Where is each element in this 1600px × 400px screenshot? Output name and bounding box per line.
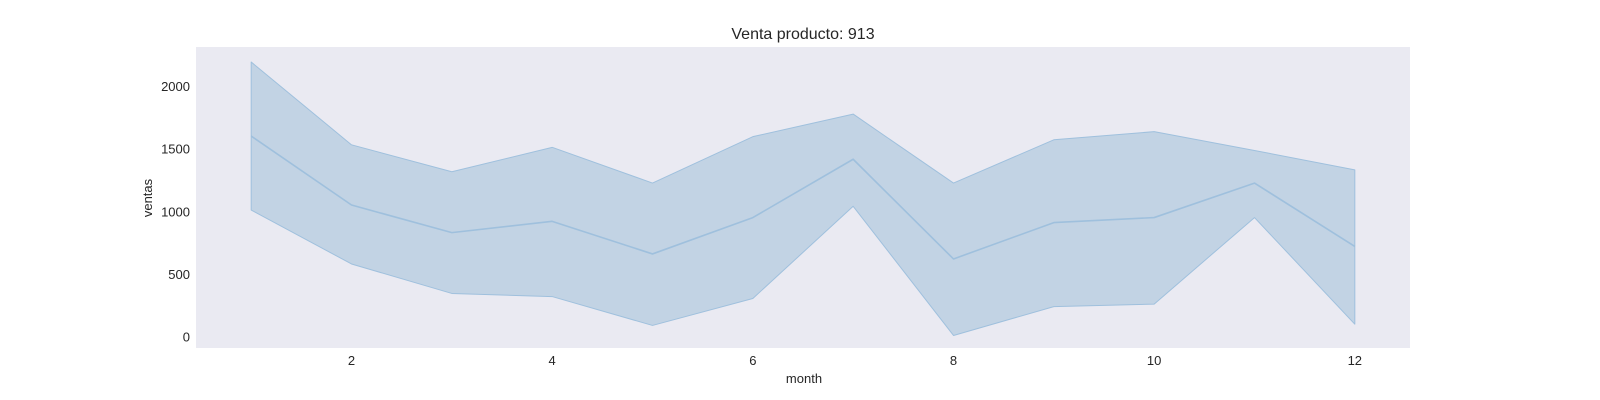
x-axis-label: month [786, 371, 822, 386]
chart-title: Venta producto: 913 [731, 26, 874, 43]
y-tick-label: 500 [168, 267, 190, 282]
confidence-band [250, 61, 1356, 336]
x-tick-label: 4 [549, 353, 556, 368]
y-tick-label: 1500 [161, 142, 190, 157]
y-tick-labels: 0 500 1000 1500 2000 [161, 79, 190, 345]
y-axis-label: ventas [140, 178, 155, 217]
x-tick-label: 12 [1348, 353, 1362, 368]
series-line-layer [250, 135, 1356, 260]
x-tick-label: 6 [749, 353, 756, 368]
x-tick-label: 8 [950, 353, 957, 368]
series-line [250, 135, 1356, 260]
y-tick-label: 0 [183, 330, 190, 345]
y-tick-label: 1000 [161, 204, 190, 219]
y-tick-label: 2000 [161, 79, 190, 94]
x-tick-labels: 2 4 6 8 10 12 [348, 353, 1362, 368]
x-tick-label: 10 [1147, 353, 1161, 368]
x-tick-label: 2 [348, 353, 355, 368]
confidence-band-layer [250, 61, 1356, 336]
